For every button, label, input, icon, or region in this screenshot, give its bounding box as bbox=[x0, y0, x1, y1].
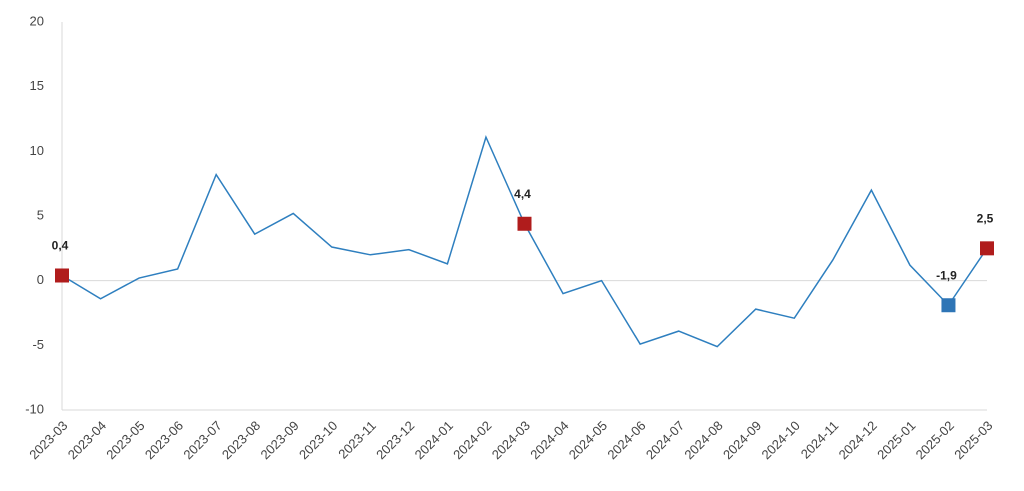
marker bbox=[941, 298, 956, 313]
x-tick-label: 2025-01 bbox=[874, 418, 918, 462]
y-tick-label: -5 bbox=[32, 337, 44, 352]
x-tick-label: 2024-06 bbox=[604, 418, 648, 462]
y-tick-label: 20 bbox=[30, 13, 44, 28]
x-tick-label: 2024-01 bbox=[412, 418, 456, 462]
x-tick-label: 2023-06 bbox=[142, 418, 186, 462]
line bbox=[61, 134, 988, 348]
y-tick-label: -10 bbox=[25, 401, 44, 416]
x-tick-label: 2024-11 bbox=[798, 418, 842, 462]
x-tick-label: 2023-10 bbox=[296, 418, 340, 462]
x-tick-label: 2023-04 bbox=[65, 418, 109, 462]
marker bbox=[517, 216, 532, 231]
x-tick-label: 2024-10 bbox=[758, 418, 802, 462]
marker bbox=[980, 241, 994, 256]
x-tick-label: 2024-12 bbox=[836, 418, 880, 462]
value-label: 2,5 bbox=[977, 212, 994, 226]
x-tick-label: 2023-05 bbox=[103, 418, 147, 462]
x-tick-label: 2024-03 bbox=[489, 418, 533, 462]
x-tick-label: 2024-05 bbox=[566, 418, 610, 462]
x-tick-label: 2023-11 bbox=[335, 418, 379, 462]
x-tick-label: 2023-08 bbox=[219, 418, 263, 462]
x-tick-label: 2023-09 bbox=[257, 418, 301, 462]
y-tick-label: 15 bbox=[30, 78, 44, 93]
x-tick-label: 2024-02 bbox=[450, 418, 494, 462]
x-tick-label: 2023-03 bbox=[26, 418, 70, 462]
x-tick-label: 2024-08 bbox=[681, 418, 725, 462]
x-tick-label: 2025-03 bbox=[951, 418, 995, 462]
x-tick-label: 2023-12 bbox=[373, 418, 417, 462]
y-tick-label: 5 bbox=[37, 207, 44, 222]
value-label: 0,4 bbox=[52, 239, 69, 253]
x-tick-label: 2024-04 bbox=[527, 418, 571, 462]
x-tick-label: 2023-07 bbox=[180, 418, 224, 462]
x-tick-label: 2024-09 bbox=[720, 418, 764, 462]
value-label: -1,9 bbox=[936, 268, 957, 282]
y-tick-label: 10 bbox=[30, 143, 44, 158]
marker bbox=[55, 268, 69, 283]
value-label: 4,4 bbox=[514, 187, 531, 201]
y-tick-label: 0 bbox=[37, 272, 44, 287]
x-tick-label: 2025-02 bbox=[913, 418, 957, 462]
x-tick-label: 2024-07 bbox=[643, 418, 687, 462]
